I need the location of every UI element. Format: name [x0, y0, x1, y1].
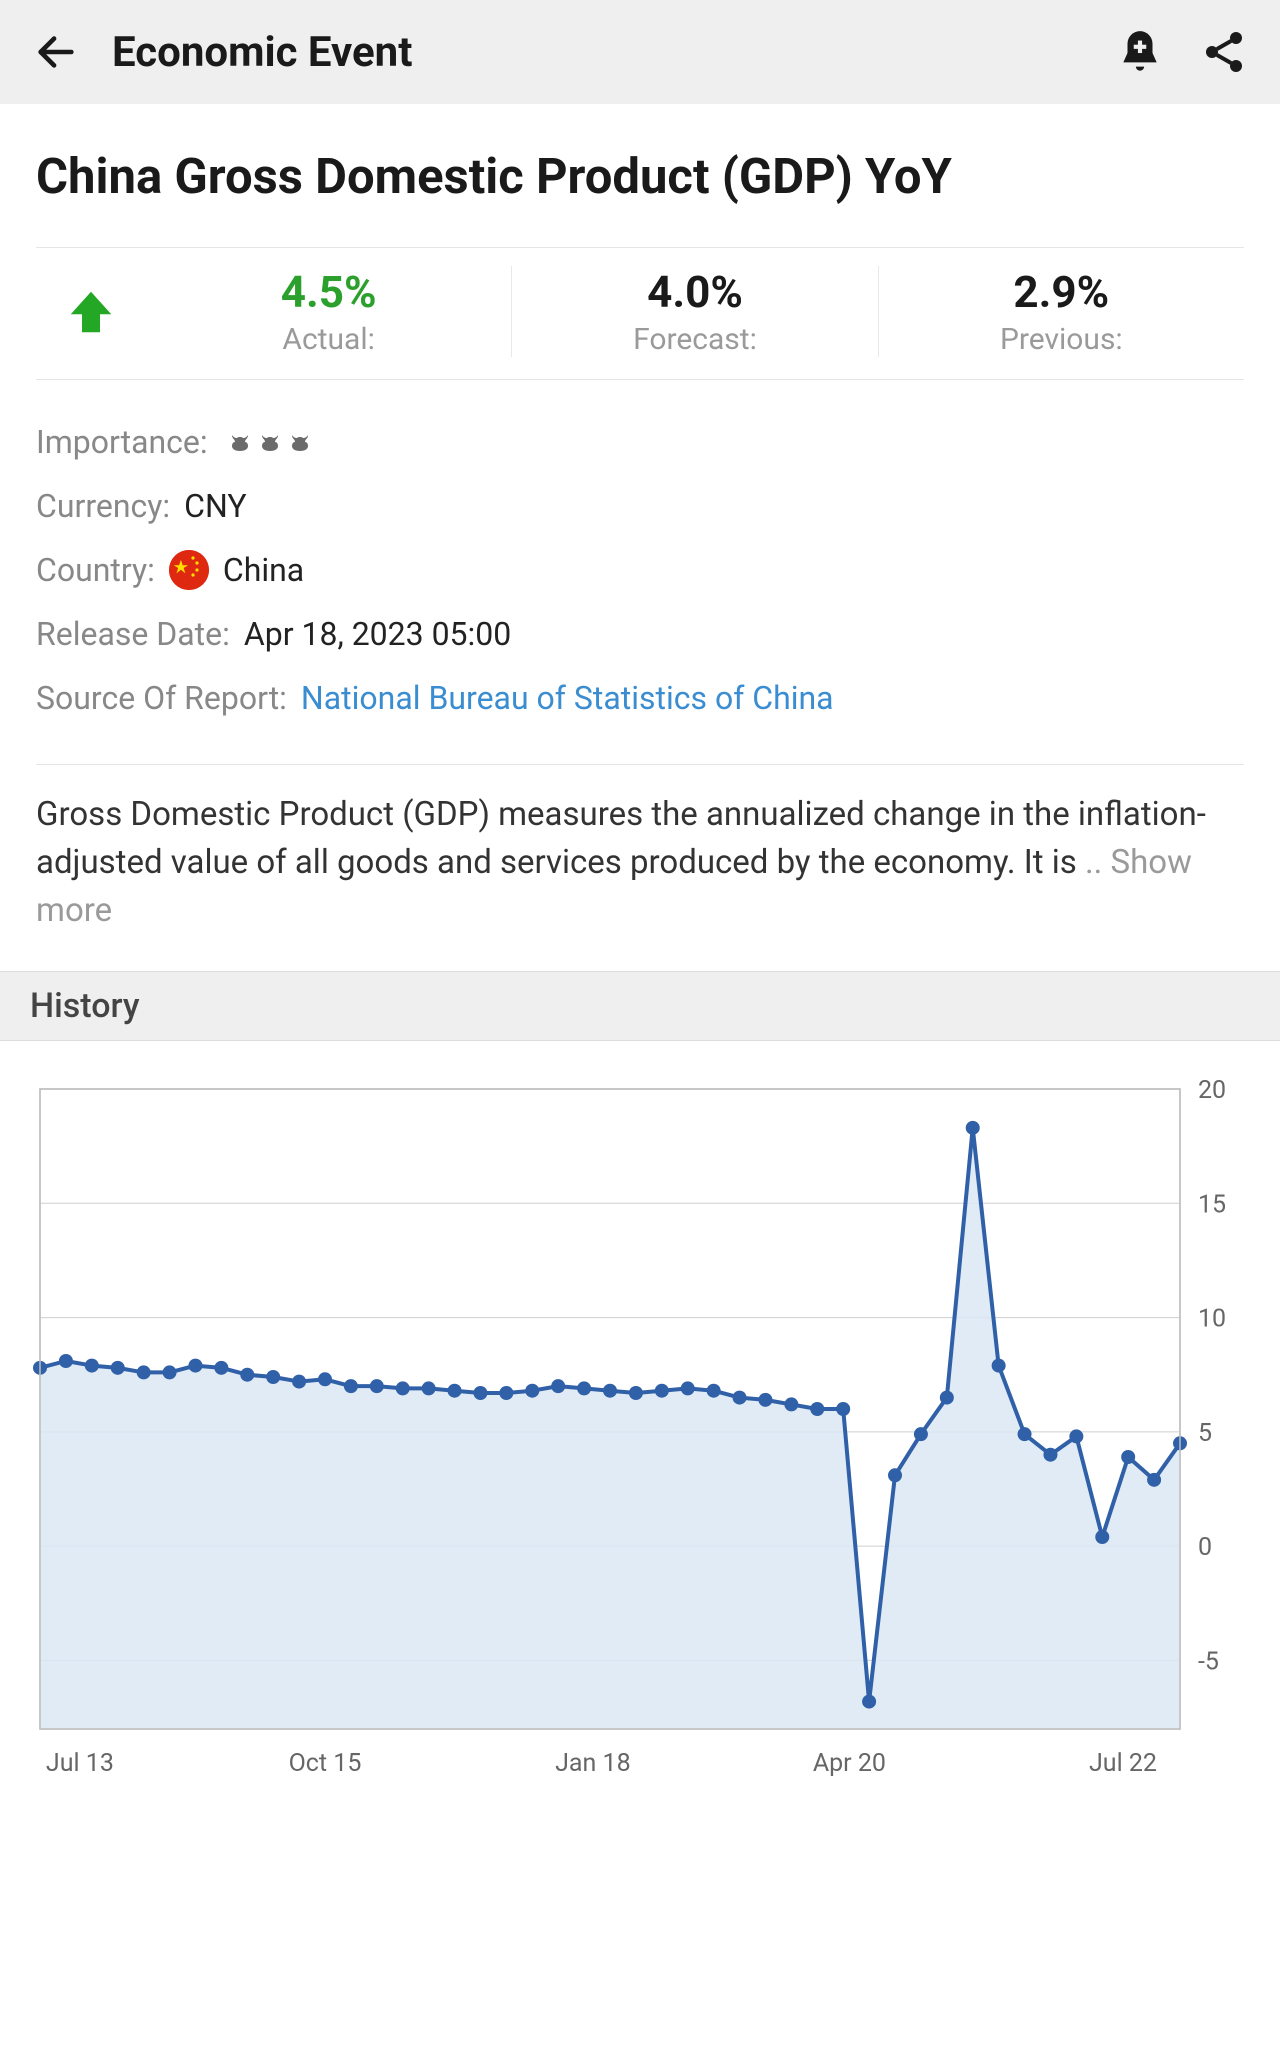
share-button[interactable] — [1196, 24, 1252, 80]
bull-icon — [228, 430, 252, 454]
bull-icon — [288, 430, 312, 454]
svg-text:20: 20 — [1198, 1079, 1226, 1105]
stat-actual-value: 4.5% — [146, 266, 511, 318]
share-icon — [1200, 28, 1248, 76]
stat-previous-label: Previous: — [879, 322, 1244, 357]
meta-importance-label: Importance: — [36, 410, 208, 474]
svg-text:Jul 22: Jul 22 — [1089, 1749, 1157, 1778]
stat-actual: 4.5% Actual: — [146, 266, 511, 357]
meta-country: Country: China — [36, 538, 1244, 602]
trend-arrow — [36, 285, 146, 339]
bell-plus-icon — [1115, 27, 1165, 77]
arrow-up-icon — [64, 285, 118, 339]
top-bar: Economic Event — [0, 0, 1280, 104]
description-text: Gross Domestic Product (GDP) measures th… — [36, 795, 1206, 882]
history-chart-container: -5 0 5 10 15 20 Jul 13 Oct 15 Jan 18 Apr 20 Jul 22 — [0, 1041, 1280, 1799]
meta-release-label: Release Date: — [36, 602, 230, 666]
meta-country-value: China — [223, 538, 304, 602]
meta-release-value: Apr 18, 2023 05:00 — [244, 602, 511, 666]
meta-section: Importance: Currency: CNY Country: China… — [0, 380, 1280, 754]
svg-text:Jul 13: Jul 13 — [46, 1749, 114, 1778]
svg-text:Oct 15: Oct 15 — [289, 1749, 362, 1778]
history-header: History — [0, 971, 1280, 1041]
svg-text:Apr 20: Apr 20 — [813, 1749, 886, 1778]
meta-country-label: Country: — [36, 538, 155, 602]
stat-forecast-value: 4.0% — [512, 266, 877, 318]
importance-bulls — [228, 430, 312, 454]
bull-icon — [258, 430, 282, 454]
svg-text:15: 15 — [1198, 1190, 1226, 1219]
meta-source-link[interactable]: National Bureau of Statistics of China — [301, 666, 834, 730]
arrow-left-icon — [33, 29, 79, 75]
stat-previous: 2.9% Previous: — [878, 266, 1244, 357]
stat-forecast: 4.0% Forecast: — [511, 266, 877, 357]
meta-source-label: Source Of Report: — [36, 666, 287, 730]
stats-row: 4.5% Actual: 4.0% Forecast: 2.9% Previou… — [36, 247, 1244, 380]
meta-currency: Currency: CNY — [36, 474, 1244, 538]
meta-release: Release Date: Apr 18, 2023 05:00 — [36, 602, 1244, 666]
meta-currency-label: Currency: — [36, 474, 170, 538]
header-title: Economic Event — [112, 28, 1084, 77]
meta-source: Source Of Report: National Bureau of Sta… — [36, 666, 1244, 730]
svg-text:5: 5 — [1198, 1419, 1212, 1448]
description: Gross Domestic Product (GDP) measures th… — [36, 764, 1244, 935]
meta-currency-value: CNY — [184, 474, 246, 538]
back-button[interactable] — [28, 24, 84, 80]
svg-text:10: 10 — [1198, 1304, 1226, 1333]
meta-importance: Importance: — [36, 410, 1244, 474]
alert-button[interactable] — [1112, 24, 1168, 80]
stat-actual-label: Actual: — [146, 322, 511, 357]
svg-text:0: 0 — [1198, 1533, 1212, 1562]
page-title: China Gross Domestic Product (GDP) YoY — [0, 104, 1280, 247]
svg-text:Jan 18: Jan 18 — [555, 1749, 631, 1778]
svg-text:-5: -5 — [1198, 1647, 1219, 1676]
stat-forecast-label: Forecast: — [512, 322, 877, 357]
stat-previous-value: 2.9% — [879, 266, 1244, 318]
history-chart[interactable]: -5 0 5 10 15 20 Jul 13 Oct 15 Jan 18 Apr 20 Jul 22 — [30, 1079, 1260, 1799]
flag-china-icon — [169, 550, 209, 590]
